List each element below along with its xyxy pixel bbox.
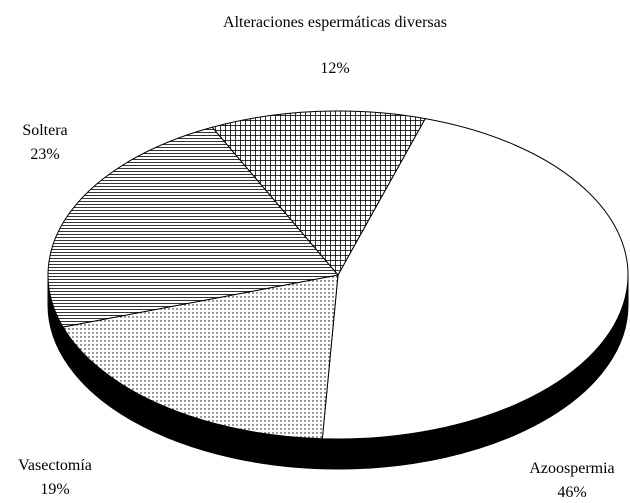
slice-label: Soltera [22,122,68,139]
pie-slice [62,274,339,440]
pie-slice [321,118,629,440]
pie-slice [47,126,339,328]
slice-value-label: 19% [40,481,70,498]
slice-value-label: 46% [557,484,587,501]
slice-label: Azoospermia [529,460,615,477]
slice-value-label: 12% [320,60,350,77]
slice-label: Alteraciones espermáticas diversas [223,14,447,31]
pie-slice [211,110,426,276]
slice-value-label: 23% [30,146,60,163]
slice-label: Vasectomía [18,457,92,474]
